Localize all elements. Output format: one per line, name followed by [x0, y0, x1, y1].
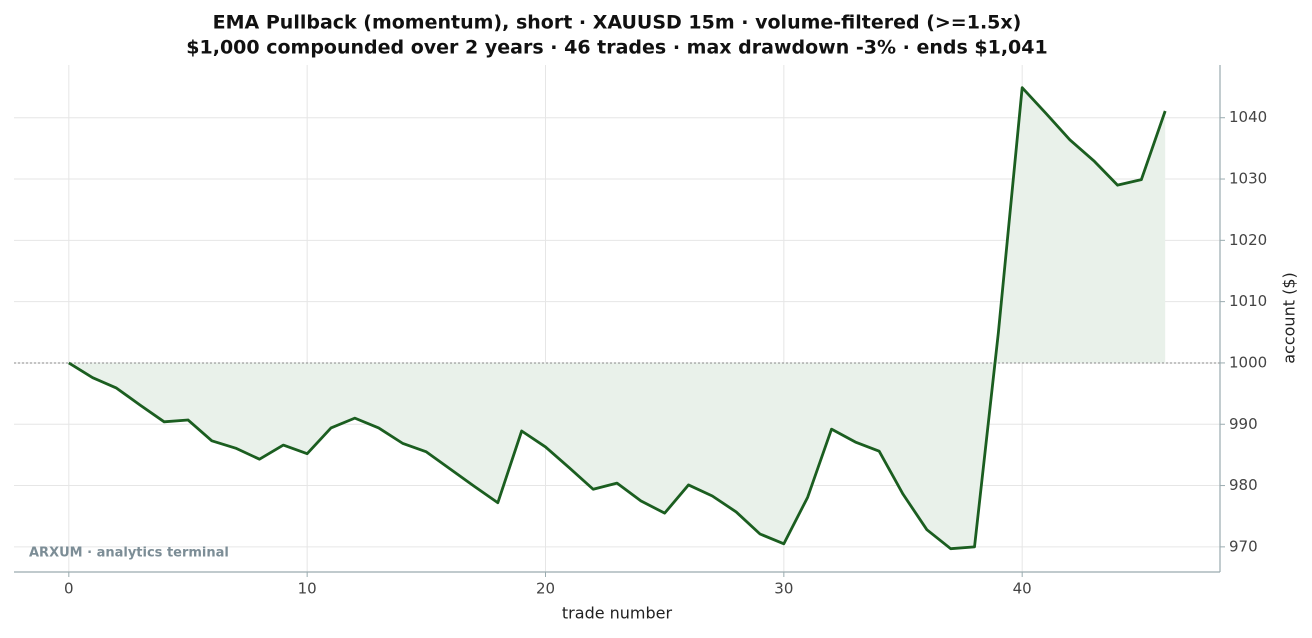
x-tick-label: 30 [774, 580, 793, 598]
y-tick-label: 980 [1229, 476, 1258, 494]
watermark: ARXUM · analytics terminal [29, 546, 229, 561]
x-axis-label: trade number [562, 604, 673, 623]
y-tick-label: 1020 [1229, 231, 1267, 249]
y-tick-label: 990 [1229, 415, 1258, 433]
y-tick-label: 1040 [1229, 108, 1267, 126]
line [68, 86, 1167, 551]
area [68, 87, 1166, 549]
y-tick-label: 1000 [1229, 353, 1267, 371]
x-tick-label: 10 [298, 580, 317, 598]
y-tick-label: 1010 [1229, 292, 1267, 310]
chart-subtitle: $1,000 compounded over 2 years · 46 trad… [186, 37, 1047, 59]
x-tick-label: 0 [64, 580, 74, 598]
y-axis-label: account ($) [1280, 272, 1299, 364]
y-tick-label: 970 [1229, 537, 1258, 555]
chart-title: EMA Pullback (momentum), short · XAUUSD … [213, 12, 1022, 34]
x-tick-label: 20 [536, 580, 555, 598]
x-tick-label: 40 [1013, 580, 1032, 598]
y-tick-label: 1030 [1229, 170, 1267, 188]
